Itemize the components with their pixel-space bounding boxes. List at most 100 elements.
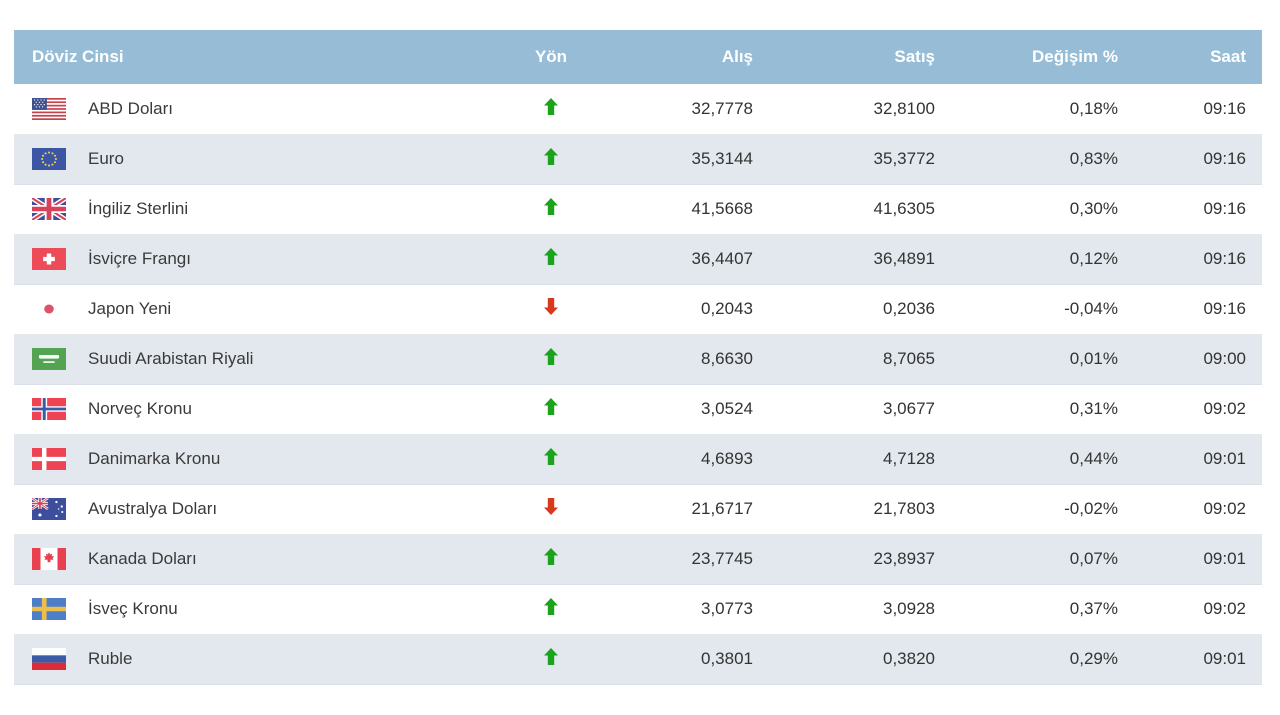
flag-au-icon — [32, 498, 66, 520]
update-time: 09:16 — [1203, 98, 1246, 118]
update-time: 09:16 — [1203, 199, 1246, 218]
update-time: 09:02 — [1203, 599, 1246, 618]
table-row-sa: Suudi Arabistan Riyali 8,6630 8,7065 0,0… — [14, 334, 1262, 384]
arrow-up-icon — [544, 548, 558, 565]
arrow-up-icon — [544, 398, 558, 415]
update-time: 09:00 — [1203, 349, 1246, 368]
update-time: 09:02 — [1203, 499, 1246, 518]
arrow-up-icon — [544, 248, 558, 265]
currency-name: Kanada Doları — [88, 549, 197, 568]
change-percent: 0,83% — [1069, 149, 1118, 168]
column-header-sell: Satış — [766, 30, 951, 84]
change-percent: 0,18% — [1069, 98, 1118, 118]
flag-gb-icon — [32, 198, 66, 220]
table-row-dk: Danimarka Kronu 4,6893 4,7128 0,44% 09:0… — [14, 434, 1262, 484]
buy-rate: 4,6893 — [701, 449, 753, 468]
change-percent: 0,29% — [1069, 649, 1118, 668]
buy-rate: 21,6717 — [691, 499, 753, 518]
buy-rate: 35,3144 — [691, 149, 753, 168]
arrow-down-icon — [544, 298, 558, 315]
buy-rate: 3,0773 — [701, 599, 753, 618]
currency-name: İsviçre Frangı — [88, 249, 191, 268]
arrow-up-icon — [544, 348, 558, 365]
table-row-us: ABD Doları 32,7778 32,8100 0,18% 09:16 — [14, 84, 1262, 134]
arrow-up-icon — [544, 148, 558, 165]
sell-rate: 21,7803 — [873, 499, 935, 518]
column-header-time: Saat — [1136, 30, 1262, 84]
currency-name: ABD Doları — [88, 98, 174, 118]
column-header-change: Değişim % — [951, 30, 1136, 84]
arrow-up-icon — [544, 198, 558, 215]
flag-ch-icon — [32, 248, 66, 270]
table-row-se: İsveç Kronu 3,0773 3,0928 0,37% 09:02 — [14, 584, 1262, 634]
sell-rate: 41,6305 — [873, 199, 935, 218]
table-row-ca: Kanada Doları 23,7745 23,8937 0,07% 09:0… — [14, 534, 1262, 584]
currency-name: Danimarka Kronu — [88, 449, 221, 468]
sell-rate: 23,8937 — [873, 549, 935, 568]
arrow-up-icon — [544, 448, 558, 465]
change-percent: -0,04% — [1064, 299, 1118, 318]
update-time: 09:01 — [1203, 649, 1246, 668]
currency-name: Suudi Arabistan Riyali — [88, 349, 254, 368]
exchange-rates-widget: Döviz Cinsi Yön Alış Satış Değişim % Saa… — [14, 30, 1262, 685]
column-header-buy: Alış — [654, 30, 766, 84]
currency-name: Euro — [88, 149, 124, 168]
flag-ca-icon — [32, 548, 66, 570]
table-header-row: Döviz Cinsi Yön Alış Satış Değişim % Saa… — [14, 30, 1262, 84]
change-percent: 0,12% — [1069, 249, 1118, 268]
change-percent: 0,37% — [1069, 599, 1118, 618]
currency-name: Ruble — [88, 649, 133, 668]
arrow-up-icon — [544, 97, 558, 115]
currency-name: Norveç Kronu — [88, 399, 192, 418]
sell-rate: 3,0928 — [883, 599, 935, 618]
arrow-up-icon — [544, 598, 558, 615]
update-time: 09:16 — [1203, 249, 1246, 268]
column-header-currency: Döviz Cinsi — [14, 30, 448, 84]
update-time: 09:01 — [1203, 449, 1246, 468]
flag-us-icon — [32, 97, 66, 120]
change-percent: 0,31% — [1069, 399, 1118, 418]
change-percent: 0,07% — [1069, 549, 1118, 568]
update-time: 09:02 — [1203, 399, 1246, 418]
buy-rate: 3,0524 — [701, 399, 753, 418]
sell-rate: 8,7065 — [883, 349, 935, 368]
currency-name: İsveç Kronu — [88, 599, 178, 618]
table-row-eu: Euro 35,3144 35,3772 0,83% 09:16 — [14, 134, 1262, 184]
flag-sa-icon — [32, 348, 66, 370]
flag-eu-icon — [32, 148, 66, 170]
flag-se-icon — [32, 598, 66, 620]
exchange-rates-table: Döviz Cinsi Yön Alış Satış Değişim % Saa… — [14, 30, 1262, 685]
sell-rate: 0,2036 — [883, 299, 935, 318]
flag-dk-icon — [32, 448, 66, 470]
sell-rate: 4,7128 — [883, 449, 935, 468]
flag-no-icon — [32, 398, 66, 420]
table-row-ru: Ruble 0,3801 0,3820 0,29% 09:01 — [14, 634, 1262, 684]
buy-rate: 0,3801 — [701, 649, 753, 668]
sell-rate: 35,3772 — [873, 149, 935, 168]
change-percent: 0,30% — [1069, 199, 1118, 218]
currency-name: Avustralya Doları — [88, 499, 218, 518]
buy-rate: 8,6630 — [701, 349, 753, 368]
update-time: 09:16 — [1203, 299, 1246, 318]
update-time: 09:16 — [1203, 149, 1246, 168]
currency-name: Japon Yeni — [88, 299, 172, 318]
buy-rate: 23,7745 — [691, 549, 753, 568]
table-row-gb: İngiliz Sterlini 41,5668 41,6305 0,30% 0… — [14, 184, 1262, 234]
change-percent: -0,02% — [1064, 499, 1118, 518]
arrow-up-icon — [544, 648, 558, 665]
table-row-no: Norveç Kronu 3,0524 3,0677 0,31% 09:02 — [14, 384, 1262, 434]
sell-rate: 32,8100 — [873, 98, 935, 118]
buy-rate: 41,5668 — [691, 199, 753, 218]
buy-rate: 32,7778 — [691, 98, 753, 118]
currency-name: İngiliz Sterlini — [88, 199, 189, 218]
column-header-direction: Yön — [448, 30, 654, 84]
table-row-jp: Japon Yeni 0,2043 0,2036 -0,04% 09:16 — [14, 284, 1262, 334]
change-percent: 0,01% — [1069, 349, 1118, 368]
update-time: 09:01 — [1203, 549, 1246, 568]
table-row-au: Avustralya Doları 21,6717 21,7803 -0,02%… — [14, 484, 1262, 534]
buy-rate: 0,2043 — [701, 299, 753, 318]
sell-rate: 36,4891 — [873, 249, 935, 268]
flag-jp-icon — [32, 298, 66, 320]
sell-rate: 3,0677 — [883, 399, 935, 418]
arrow-down-icon — [544, 498, 558, 515]
